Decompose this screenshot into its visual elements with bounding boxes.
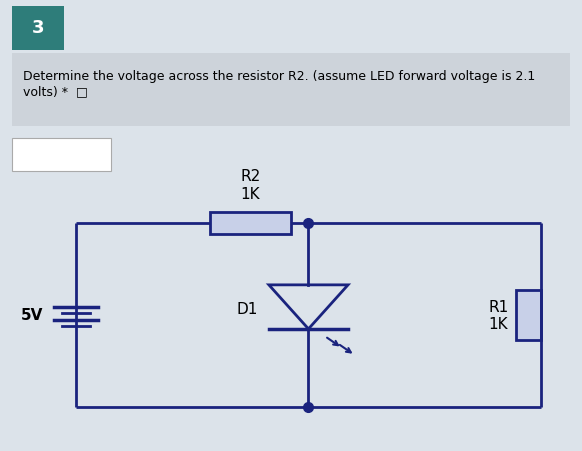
Bar (12, 7, 64, 51)
Text: D1: D1 (237, 302, 258, 317)
Bar (12, 54, 570, 126)
Text: R2
1K: R2 1K (240, 169, 260, 201)
Bar (210, 212, 291, 235)
Bar (12, 139, 111, 171)
Text: 3: 3 (31, 19, 44, 37)
Text: 5V: 5V (22, 308, 44, 322)
Bar (516, 290, 541, 340)
Text: R1
1K: R1 1K (488, 299, 509, 331)
Text: Determine the voltage across the resistor R2. (assume LED forward voltage is 2.1: Determine the voltage across the resisto… (23, 70, 535, 98)
